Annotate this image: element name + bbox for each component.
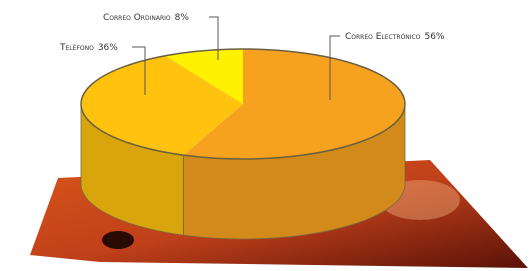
slice-label: Correo Ordinario 8%	[103, 13, 189, 23]
value-label: 56%	[424, 32, 444, 42]
value-label: 36%	[98, 43, 118, 53]
value-label: 8%	[175, 13, 190, 23]
category-name: Correo Electrónico	[345, 32, 421, 42]
category-name: Correo Ordinario	[103, 13, 171, 23]
slice-label: Teléfono 36%	[59, 43, 118, 53]
category-name: Teléfono	[59, 43, 94, 53]
chart: Correo Electrónico56% Correo Ordinario 8% T…	[0, 0, 530, 271]
